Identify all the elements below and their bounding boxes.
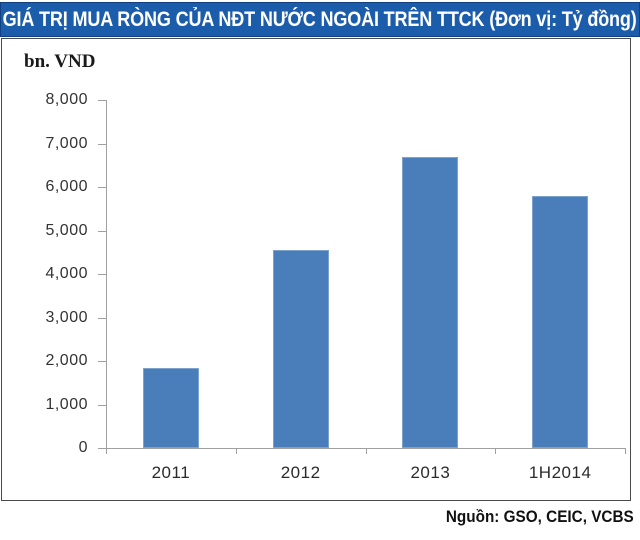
x-tick-mark (495, 448, 497, 454)
chart-area: bn. VND 0 1,000 2,000 3,000 4,000 5,000 6,000 7… (1, 38, 631, 501)
x-tick-label-2013: 2013 (410, 463, 451, 482)
y-tick-label: 7,000 (45, 134, 88, 152)
y-tick-mark (98, 404, 106, 406)
bar-1H2014 (532, 195, 589, 448)
source-note: Nguồn: GSO, CEIC, VCBS (446, 507, 634, 526)
y-axis-title: bn. VND (24, 51, 96, 72)
y-tick-mark (98, 448, 106, 449)
y-tick-mark (98, 187, 106, 188)
y-tick-mark (98, 361, 106, 362)
bar-2011 (142, 367, 199, 448)
y-tick-label: 5,000 (45, 221, 88, 239)
y-tick-mark (98, 143, 106, 145)
y-tick-label: 1,000 (45, 395, 88, 413)
x-tick-label-2012: 2012 (280, 463, 321, 482)
y-tick-mark (98, 230, 106, 232)
y-tick-label: 8,000 (45, 91, 88, 108)
y-tick-label: 3,000 (45, 308, 88, 326)
y-axis-line (106, 100, 107, 448)
y-tick-label: 2,000 (45, 352, 88, 369)
y-tick-label: 0 (78, 439, 88, 456)
x-tick-mark (625, 448, 626, 454)
y-tick-mark (98, 100, 106, 101)
y-tick-label: 6,000 (45, 178, 88, 195)
x-tick-mark (365, 448, 367, 454)
x-tick-label-2011: 2011 (151, 463, 191, 482)
bar-2013 (402, 156, 459, 448)
chart-title-bar: GIÁ TRỊ MUA RÒNG CỦA NĐT NƯỚC NGOÀI TRÊN… (0, 2, 640, 37)
x-tick-mark (106, 448, 107, 454)
y-tick-label: 4,000 (45, 265, 88, 282)
y-tick-mark (98, 317, 106, 319)
chart-title: GIÁ TRỊ MUA RÒNG CỦA NĐT NƯỚC NGOÀI TRÊN… (2, 7, 638, 31)
bar-2012 (272, 250, 329, 448)
y-tick-mark (98, 274, 106, 275)
x-tick-mark (235, 448, 237, 454)
x-tick-label-1H2014: 1H2014 (528, 463, 592, 482)
